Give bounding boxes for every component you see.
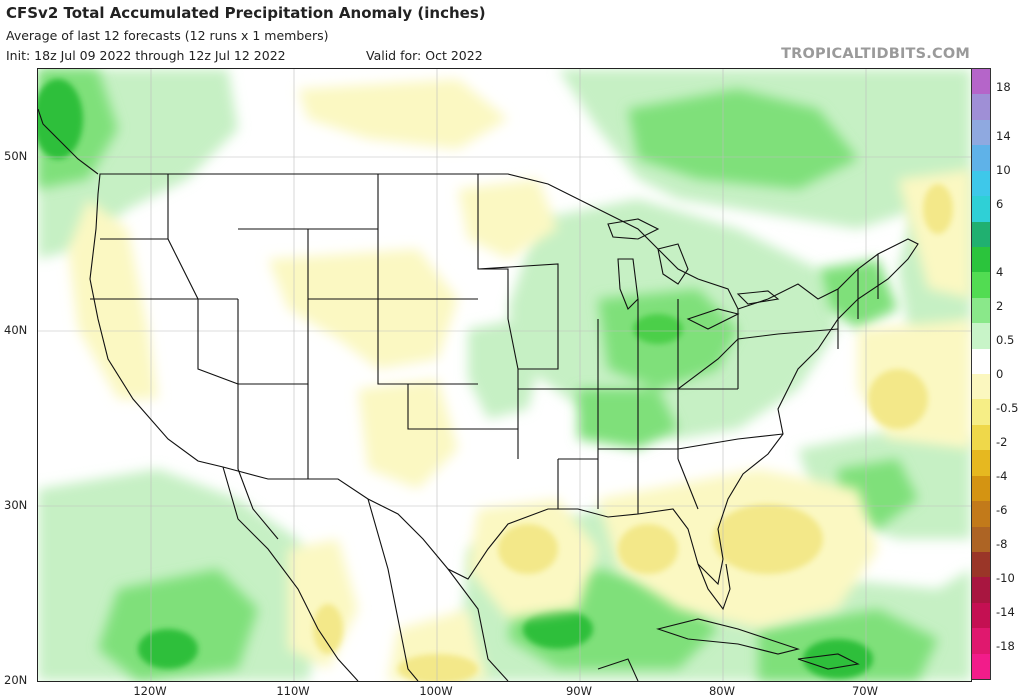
map-subtitle: Average of last 12 forecasts (12 runs x …	[6, 28, 329, 43]
colorbar-label: -0.5	[996, 401, 1019, 415]
colorbar-segment	[972, 526, 990, 553]
colorbar-label: 6	[996, 197, 1004, 211]
colorbar-segment	[972, 196, 990, 222]
colorbar-label: -6	[996, 503, 1008, 517]
colorbar-label: 14	[996, 129, 1011, 143]
colorbar-label: 18	[996, 80, 1011, 94]
colorbar-segment	[972, 119, 990, 146]
lat-label-50n: 50N	[4, 149, 28, 163]
colorbar-segment	[972, 297, 990, 324]
colorbar-segment	[972, 450, 990, 477]
map-title: CFSv2 Total Accumulated Precipitation An…	[6, 4, 486, 22]
colorbar-legend	[971, 68, 991, 680]
colorbar-segment	[972, 221, 990, 248]
anomaly-dark-green-cores	[38, 79, 873, 679]
colorbar-segment	[972, 170, 990, 197]
site-watermark: TROPICALTIDBITS.COM	[781, 46, 970, 62]
colorbar-label: 10	[996, 163, 1011, 177]
lon-label-70w: 70W	[851, 684, 879, 698]
colorbar-segment	[972, 246, 990, 273]
colorbar-segment	[972, 399, 990, 426]
lon-label-110w: 110W	[276, 684, 310, 698]
colorbar-segment	[972, 475, 990, 502]
lat-label-40n: 40N	[4, 323, 28, 337]
colorbar-segment	[972, 424, 990, 451]
lon-label-90w: 90W	[565, 684, 593, 698]
colorbar-segment	[972, 94, 990, 121]
init-text: Init: 18z Jul 09 2022 through 12z Jul 12…	[6, 48, 286, 63]
colorbar-segment	[972, 628, 990, 655]
anomaly-map	[37, 68, 972, 682]
colorbar-segment	[972, 348, 990, 375]
lon-label-80w: 80W	[708, 684, 736, 698]
colorbar-label: -14	[996, 605, 1015, 619]
colorbar-label: -18	[996, 639, 1015, 653]
lon-label-100w: 100W	[419, 684, 453, 698]
lat-lon-grid	[38, 69, 971, 681]
colorbar-segment	[972, 501, 990, 527]
colorbar-segment	[972, 551, 990, 578]
colorbar-segment	[972, 374, 990, 400]
colorbar-segment	[972, 69, 990, 95]
colorbar-segment	[972, 323, 990, 350]
anomaly-yellow-cores	[313, 184, 953, 681]
colorbar-segment	[972, 145, 990, 172]
colorbar-label: -8	[996, 537, 1008, 551]
colorbar-segment	[972, 272, 990, 299]
lat-label-30n: 30N	[4, 498, 28, 512]
lat-label-20n: 20N	[4, 673, 28, 687]
colorbar-label: 4	[996, 265, 1004, 279]
colorbar-label: -2	[996, 435, 1008, 449]
colorbar-segment	[972, 602, 990, 629]
colorbar-label: -10	[996, 571, 1015, 585]
map-outlines	[38, 108, 919, 681]
colorbar-label: -4	[996, 469, 1008, 483]
colorbar-label: 0	[996, 367, 1004, 381]
colorbar-segment	[972, 577, 990, 604]
colorbar-label: 2	[996, 299, 1004, 313]
map-canvas	[38, 69, 971, 681]
colorbar-label: 0.5	[996, 333, 1015, 347]
lon-label-120w: 120W	[133, 684, 167, 698]
colorbar-segment	[972, 653, 990, 680]
valid-text: Valid for: Oct 2022	[366, 48, 483, 63]
